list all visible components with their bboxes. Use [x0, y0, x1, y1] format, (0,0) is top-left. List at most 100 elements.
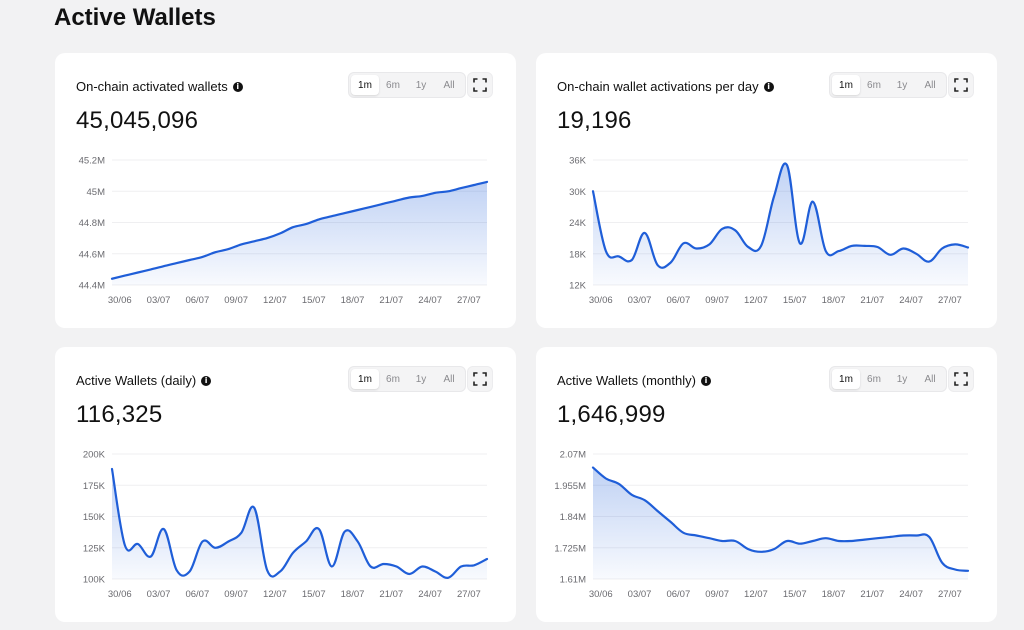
series-line	[591, 162, 970, 269]
x-tick-label: 12/07	[263, 589, 287, 600]
y-tick-label: 44.4M	[79, 281, 105, 292]
x-tick-label: 06/07	[185, 295, 209, 306]
y-tick-label: 200K	[83, 450, 106, 461]
series-area	[593, 163, 968, 285]
x-tick-label: 09/07	[705, 295, 729, 306]
y-tick-label: 24K	[569, 218, 587, 229]
x-tick-label: 18/07	[341, 295, 365, 306]
x-tick-label: 15/07	[783, 295, 807, 306]
x-tick-label: 15/07	[302, 589, 326, 600]
fullscreen-button[interactable]	[467, 72, 493, 98]
series-line	[110, 467, 489, 579]
x-tick-label: 18/07	[822, 589, 846, 600]
range-6m-button[interactable]: 6m	[867, 373, 881, 385]
y-tick-label: 100K	[83, 575, 106, 586]
series-line	[591, 466, 970, 572]
range-6m-button[interactable]: 6m	[386, 79, 400, 91]
range-1y-button[interactable]: 1y	[415, 373, 427, 385]
x-tick-label: 21/07	[860, 589, 884, 600]
x-tick-label: 27/07	[457, 589, 481, 600]
x-tick-label: 18/07	[341, 589, 365, 600]
x-tick-label: 09/07	[705, 589, 729, 600]
info-icon[interactable]: i	[201, 375, 212, 386]
y-tick-label: 18K	[569, 249, 587, 260]
series-area	[112, 181, 487, 285]
range-selector: 1m 6m 1y All	[348, 366, 466, 392]
card-title: Active Wallets (monthly)	[557, 373, 696, 388]
y-tick-label: 125K	[83, 543, 106, 554]
y-tick-label: 45.2M	[79, 156, 105, 167]
x-tick-label: 15/07	[783, 589, 807, 600]
card-title-wrap: On-chain wallet activations per day i	[557, 79, 774, 94]
x-tick-label: 24/07	[418, 589, 442, 600]
range-1y-button[interactable]: 1y	[896, 373, 908, 385]
info-icon[interactable]: i	[700, 375, 711, 386]
card-title: Active Wallets (daily)	[76, 373, 197, 388]
x-tick-label: 21/07	[860, 295, 884, 306]
x-tick-label: 30/06	[589, 589, 613, 600]
x-tick-label: 21/07	[379, 589, 403, 600]
series-area	[593, 467, 968, 579]
x-tick-label: 06/07	[185, 589, 209, 600]
x-tick-label: 27/07	[938, 295, 962, 306]
fullscreen-button[interactable]	[948, 366, 974, 392]
x-tick-label: 12/07	[263, 295, 287, 306]
range-all-button[interactable]: All	[443, 373, 455, 385]
card-onchain-activated-wallets: On-chain activated wallets i 1m 6m 1y Al…	[55, 53, 516, 328]
range-6m-button[interactable]: 6m	[867, 79, 881, 91]
range-1m-button[interactable]: 1m	[351, 369, 379, 389]
x-tick-label: 12/07	[744, 295, 768, 306]
card-title-wrap: Active Wallets (daily) i	[76, 373, 212, 388]
range-1y-button[interactable]: 1y	[896, 79, 908, 91]
card-title-wrap: Active Wallets (monthly) i	[557, 373, 711, 388]
x-tick-label: 27/07	[938, 589, 962, 600]
range-selector: 1m 6m 1y All	[829, 366, 947, 392]
range-1m-button[interactable]: 1m	[832, 369, 860, 389]
fullscreen-button[interactable]	[948, 72, 974, 98]
y-tick-label: 45M	[87, 187, 106, 198]
card-value: 1,646,999	[557, 401, 666, 428]
expand-icon	[473, 78, 487, 92]
card-title: On-chain wallet activations per day	[557, 79, 759, 94]
info-icon[interactable]: i	[232, 81, 243, 92]
x-tick-label: 09/07	[224, 589, 248, 600]
y-tick-label: 44.6M	[79, 249, 105, 260]
y-tick-label: 175K	[83, 481, 106, 492]
x-tick-label: 03/07	[147, 589, 171, 600]
y-tick-label: 12K	[569, 281, 587, 292]
x-tick-label: 24/07	[418, 295, 442, 306]
y-tick-label: 1.725M	[554, 543, 586, 554]
x-tick-label: 24/07	[899, 589, 923, 600]
y-tick-label: 1.84M	[560, 512, 586, 523]
y-tick-label: 44.8M	[79, 218, 105, 229]
x-tick-label: 30/06	[589, 295, 613, 306]
range-all-button[interactable]: All	[924, 79, 936, 91]
x-tick-label: 03/07	[628, 295, 652, 306]
range-1m-button[interactable]: 1m	[351, 75, 379, 95]
x-tick-label: 03/07	[147, 295, 171, 306]
expand-icon	[473, 372, 487, 386]
y-tick-label: 1.61M	[560, 575, 586, 586]
y-tick-label: 1.955M	[554, 481, 586, 492]
expand-icon	[954, 372, 968, 386]
card-active-wallets-daily: Active Wallets (daily) i 1m 6m 1y All 11…	[55, 347, 516, 622]
y-tick-label: 150K	[83, 512, 106, 523]
card-value: 116,325	[76, 401, 163, 428]
card-title-wrap: On-chain activated wallets i	[76, 79, 243, 94]
expand-icon	[954, 78, 968, 92]
range-6m-button[interactable]: 6m	[386, 373, 400, 385]
y-tick-label: 30K	[569, 187, 587, 198]
info-icon[interactable]: i	[763, 81, 774, 92]
range-all-button[interactable]: All	[924, 373, 936, 385]
x-tick-label: 21/07	[379, 295, 403, 306]
range-all-button[interactable]: All	[443, 79, 455, 91]
x-tick-label: 27/07	[457, 295, 481, 306]
series-line	[110, 180, 489, 280]
range-1m-button[interactable]: 1m	[832, 75, 860, 95]
range-1y-button[interactable]: 1y	[415, 79, 427, 91]
fullscreen-button[interactable]	[467, 366, 493, 392]
